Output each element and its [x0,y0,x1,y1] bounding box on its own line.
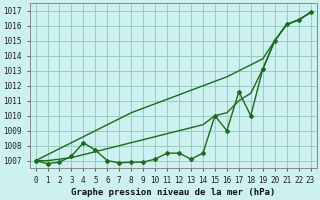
X-axis label: Graphe pression niveau de la mer (hPa): Graphe pression niveau de la mer (hPa) [71,188,275,197]
